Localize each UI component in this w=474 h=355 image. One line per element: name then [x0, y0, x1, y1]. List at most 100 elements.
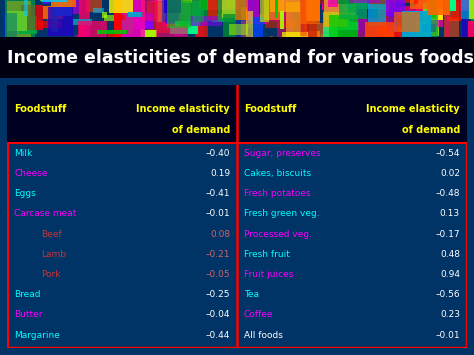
Text: 0.13: 0.13 [440, 209, 460, 218]
Bar [363, 36, 375, 43]
Bar [390, 0, 415, 2]
Bar [374, 38, 392, 44]
Bar [7, 11, 27, 32]
Text: 0.48: 0.48 [440, 250, 460, 259]
Bar [306, 0, 319, 21]
Bar [195, 16, 208, 47]
Bar [120, 0, 133, 34]
Text: of demand: of demand [172, 125, 230, 135]
Text: –0.04: –0.04 [206, 310, 230, 320]
Text: Cheese: Cheese [14, 169, 47, 178]
Text: –0.21: –0.21 [206, 250, 230, 259]
Bar [162, 0, 178, 22]
Bar [460, 0, 474, 11]
Bar [115, 1, 145, 44]
Bar [323, 12, 337, 37]
Bar [329, 15, 358, 40]
Bar [422, 24, 436, 32]
Text: 0.23: 0.23 [440, 310, 460, 320]
Bar [473, 0, 474, 5]
Bar [330, 0, 337, 14]
Text: –0.56: –0.56 [435, 290, 460, 299]
Bar [427, 1, 438, 46]
Text: Foodstuff: Foodstuff [14, 104, 66, 114]
Bar [155, 1, 188, 41]
Bar [270, 0, 300, 11]
Bar [207, 0, 239, 10]
Text: 0.08: 0.08 [210, 230, 230, 239]
Bar [300, 0, 320, 24]
Text: Processed veg.: Processed veg. [244, 230, 312, 239]
Bar [472, 0, 474, 26]
Bar [128, 12, 143, 17]
Text: Lamb: Lamb [42, 250, 66, 259]
Bar [73, 19, 92, 25]
Text: All foods: All foods [244, 331, 283, 340]
Bar [324, 0, 356, 18]
Bar [178, 0, 202, 2]
Bar [446, 0, 457, 1]
Bar [41, 0, 67, 2]
Bar [473, 0, 474, 12]
Bar [469, 0, 474, 19]
Bar [416, 0, 423, 22]
Bar [307, 31, 320, 48]
Bar [356, 0, 389, 9]
Bar [248, 19, 251, 28]
Bar [21, 5, 43, 30]
Bar [379, 26, 401, 40]
Bar [380, 8, 413, 45]
Bar [264, 19, 295, 28]
Bar [350, 0, 371, 22]
Bar [114, 0, 122, 44]
Bar [447, 17, 461, 21]
Bar [235, 0, 248, 20]
Bar [394, 12, 420, 32]
Bar [5, 0, 35, 42]
Text: Fresh potatoes: Fresh potatoes [244, 189, 310, 198]
Bar [377, 28, 393, 35]
Text: –0.01: –0.01 [435, 331, 460, 340]
Bar [180, 1, 201, 26]
Bar [165, 2, 191, 23]
Bar [208, 0, 221, 21]
Text: –0.44: –0.44 [206, 331, 230, 340]
Bar [7, 85, 237, 143]
Text: Income elasticity: Income elasticity [366, 104, 460, 114]
Bar [40, 0, 54, 1]
Bar [416, 0, 438, 36]
Bar [151, 0, 183, 2]
Bar [173, 0, 198, 12]
Bar [326, 2, 351, 7]
Text: –0.41: –0.41 [206, 189, 230, 198]
Bar [79, 21, 107, 39]
Bar [182, 0, 195, 7]
Bar [174, 0, 184, 36]
Bar [330, 0, 355, 4]
Bar [403, 0, 430, 3]
Bar [331, 0, 347, 10]
Bar [402, 11, 431, 43]
Bar [253, 17, 263, 37]
Text: Fruit juices: Fruit juices [244, 270, 293, 279]
Bar [128, 0, 142, 8]
Text: –0.40: –0.40 [206, 149, 230, 158]
Bar [237, 85, 467, 143]
Bar [4, 13, 17, 38]
Bar [212, 14, 233, 22]
Text: Sugar, preserves: Sugar, preserves [244, 149, 320, 158]
Bar [461, 0, 471, 19]
Text: Fresh fruit: Fresh fruit [244, 250, 290, 259]
Bar [38, 21, 62, 28]
Bar [25, 0, 28, 16]
Text: Fresh green veg.: Fresh green veg. [244, 209, 319, 218]
Text: Butter: Butter [14, 310, 43, 320]
Bar [200, 0, 221, 10]
Text: 0.02: 0.02 [440, 169, 460, 178]
Bar [378, 7, 396, 41]
Bar [445, 4, 449, 40]
Text: 0.94: 0.94 [440, 270, 460, 279]
Bar [371, 0, 396, 8]
Text: Carcase meat: Carcase meat [14, 209, 76, 218]
Text: –0.48: –0.48 [436, 189, 460, 198]
